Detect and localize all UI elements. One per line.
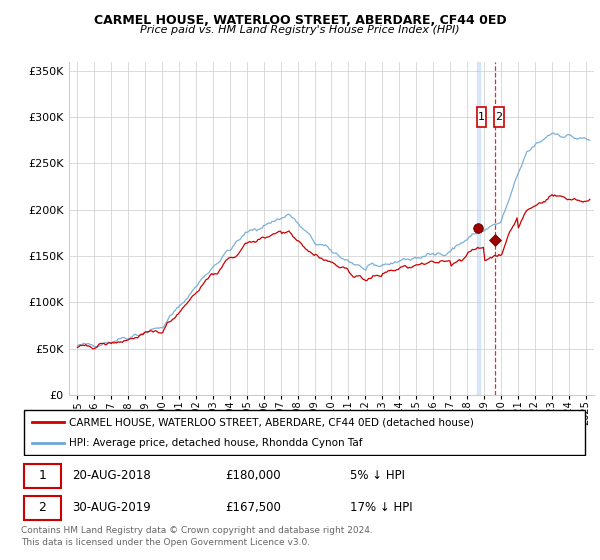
Text: HPI: Average price, detached house, Rhondda Cynon Taf: HPI: Average price, detached house, Rhon… — [69, 438, 362, 448]
Bar — [477, 62, 481, 395]
Text: Contains HM Land Registry data © Crown copyright and database right 2024.
This d: Contains HM Land Registry data © Crown c… — [21, 526, 373, 547]
FancyBboxPatch shape — [24, 496, 61, 520]
Text: 20-AUG-2018: 20-AUG-2018 — [72, 469, 151, 482]
Text: 1: 1 — [478, 112, 485, 122]
Text: Price paid vs. HM Land Registry's House Price Index (HPI): Price paid vs. HM Land Registry's House … — [140, 25, 460, 35]
Text: £180,000: £180,000 — [225, 469, 281, 482]
FancyBboxPatch shape — [24, 464, 61, 488]
Text: 5% ↓ HPI: 5% ↓ HPI — [350, 469, 405, 482]
Text: CARMEL HOUSE, WATERLOO STREET, ABERDARE, CF44 0ED (detached house): CARMEL HOUSE, WATERLOO STREET, ABERDARE,… — [69, 417, 474, 427]
Text: 1: 1 — [38, 469, 46, 482]
Text: £167,500: £167,500 — [225, 501, 281, 514]
Text: 17% ↓ HPI: 17% ↓ HPI — [350, 501, 412, 514]
FancyBboxPatch shape — [477, 107, 486, 127]
Text: CARMEL HOUSE, WATERLOO STREET, ABERDARE, CF44 0ED: CARMEL HOUSE, WATERLOO STREET, ABERDARE,… — [94, 14, 506, 27]
FancyBboxPatch shape — [24, 410, 585, 455]
Text: 30-AUG-2019: 30-AUG-2019 — [72, 501, 151, 514]
Text: 2: 2 — [495, 112, 502, 122]
FancyBboxPatch shape — [494, 107, 503, 127]
Text: 2: 2 — [38, 501, 46, 514]
